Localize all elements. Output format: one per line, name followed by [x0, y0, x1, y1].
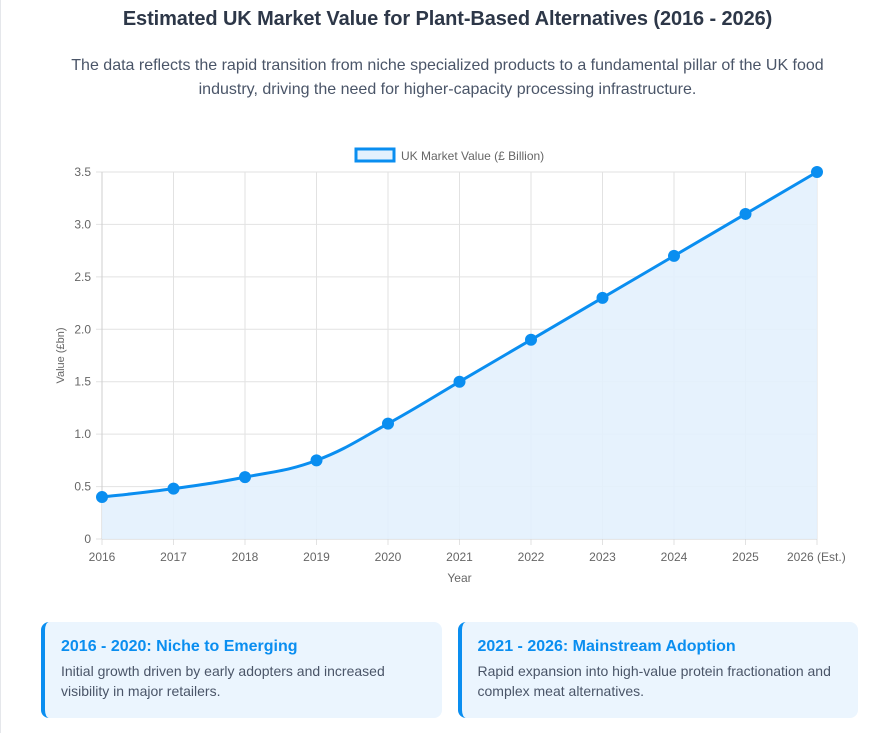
data-point[interactable]: [525, 333, 537, 346]
area-fill: [102, 172, 817, 539]
legend[interactable]: UK Market Value (£ Billion): [354, 147, 544, 163]
legend-label: UK Market Value (£ Billion): [401, 149, 544, 163]
y-axis-ticks: 0 0.5 1.0 1.5 2.0 2.5 3.0 3.5: [74, 165, 91, 546]
data-point[interactable]: [239, 471, 251, 484]
data-point[interactable]: [453, 375, 466, 388]
y-tick-label: 3.5: [74, 165, 91, 179]
data-point[interactable]: [310, 454, 323, 467]
y-tick-label: 3.0: [74, 217, 91, 231]
x-tick-label: 2025: [732, 550, 759, 564]
insight-card-mainstream: 2021 - 2026: Mainstream Adoption Rapid e…: [457, 622, 858, 718]
y-tick-label: 1.0: [74, 427, 91, 441]
y-tick-label: 2.0: [74, 322, 91, 336]
x-tick-label: 2018: [232, 550, 259, 564]
card-title: 2021 - 2026: Mainstream Adoption: [477, 638, 736, 655]
data-point[interactable]: [739, 207, 752, 220]
data-points: [96, 166, 823, 504]
y-axis-title: Value (£bn): [55, 327, 67, 383]
page-border: [0, 0, 1, 733]
x-tick-label: 2023: [589, 550, 616, 564]
data-point[interactable]: [382, 417, 394, 430]
line-chart: UK Market Value (£ Billion) 0 0.5 1.0 1.5 2.…: [55, 147, 846, 585]
x-tick-label: 2017: [160, 550, 187, 564]
data-point[interactable]: [668, 249, 680, 262]
card-text: Rapid expansion into high-value protein …: [477, 663, 831, 699]
insight-card-niche: 2016 - 2020: Niche to Emerging Initial g…: [41, 622, 442, 718]
x-tick-label: 2021: [446, 550, 473, 564]
x-tick-label: 2016: [89, 550, 116, 564]
y-tick-label: 2.5: [74, 270, 91, 284]
card-title: 2016 - 2020: Niche to Emerging: [61, 638, 298, 655]
x-tick-label: 2022: [518, 550, 545, 564]
y-tick-label: 0.5: [74, 480, 91, 494]
x-tick-label: 2019: [303, 550, 330, 564]
x-tick-label: 2024: [661, 550, 688, 564]
chart-subtitle: The data reflects the rapid transition f…: [71, 57, 824, 98]
y-tick-label: 0: [84, 532, 91, 546]
x-axis-ticks: 2016 2017 2018 2019 2020 2021 2022 2023 2024 2025…: [89, 550, 846, 564]
y-tick-label: 1.5: [74, 375, 91, 389]
data-point[interactable]: [596, 291, 609, 304]
series-line: [101, 170, 818, 499]
chart-title: Estimated UK Market Value for Plant-Base…: [122, 8, 773, 30]
data-point[interactable]: [167, 482, 180, 495]
legend-swatch: [354, 147, 396, 163]
x-tick-label: 2020: [375, 550, 402, 564]
data-point[interactable]: [96, 491, 108, 504]
card-text: Initial growth driven by early adopters …: [61, 663, 385, 699]
x-tick-label: 2026 (Est.): [787, 550, 846, 564]
data-point[interactable]: [811, 166, 823, 178]
insight-cards: 2016 - 2020: Niche to Emerging Initial g…: [41, 622, 858, 718]
x-axis-title: Year: [447, 571, 471, 585]
